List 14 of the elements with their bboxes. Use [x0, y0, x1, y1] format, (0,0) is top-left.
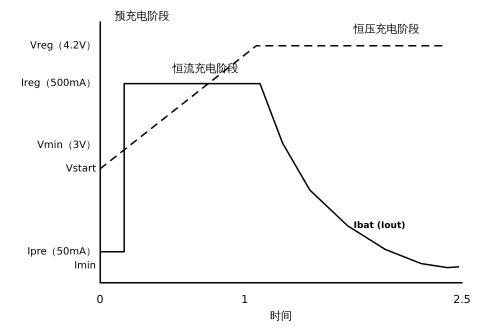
series-label: Ibat (Iout): [354, 221, 406, 232]
annotation: 恒流充电阶段: [171, 62, 238, 75]
text: 预充电阶段: [114, 10, 170, 23]
text: Vstart: [66, 164, 96, 175]
text: Ireg（500mA）: [20, 78, 96, 90]
text: 恒压充电阶段: [352, 22, 420, 36]
text: Vreg（4.2V）: [30, 40, 96, 52]
text: Vmin（3V）: [37, 140, 96, 151]
x-tick-label: 0: [96, 293, 104, 306]
text: Imin: [74, 260, 96, 272]
x-tick-label: 2.5: [453, 293, 471, 306]
x-tick-label: 1: [241, 293, 248, 306]
x-axis-title: 时间: [270, 309, 292, 322]
text: Ipre（50mA）: [27, 246, 96, 258]
